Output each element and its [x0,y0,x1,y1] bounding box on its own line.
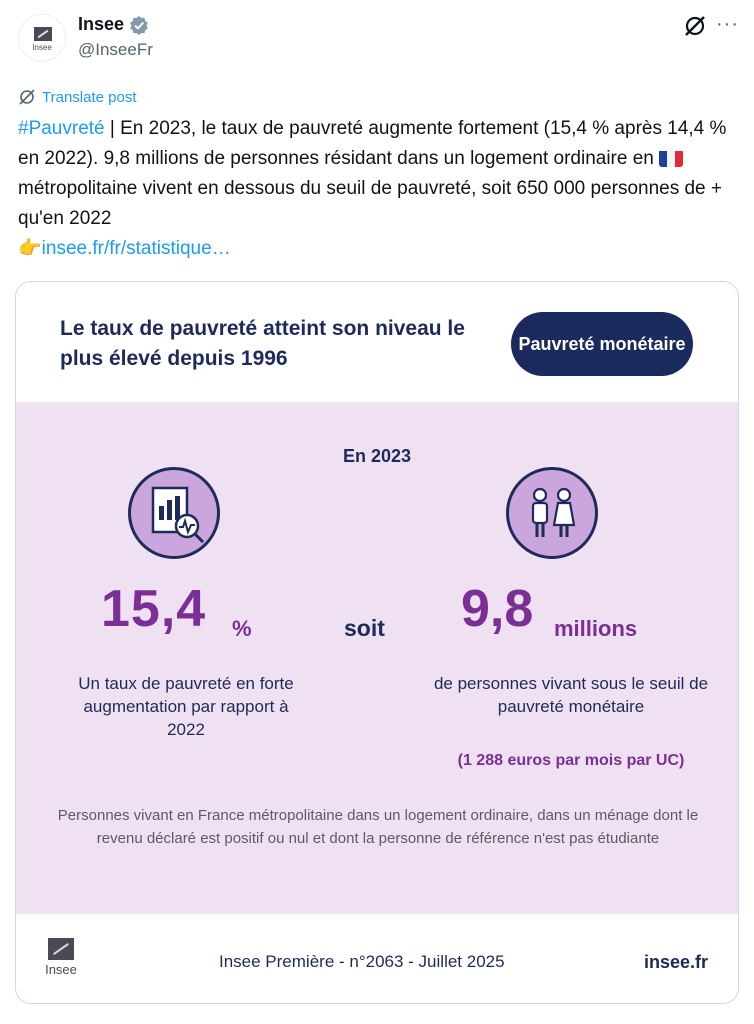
footer-logo-text: Insee [45,962,77,977]
more-icon[interactable]: ··· [716,13,739,35]
translate-post-link[interactable]: Translate post [18,86,137,108]
author-name[interactable]: Insee [78,14,125,34]
footer-site: insee.fr [644,952,709,972]
connector-label: soit [344,615,385,641]
stat-people-unit: millions [554,616,638,641]
stat-people-value: 9,8 [461,580,534,638]
avatar-logo-text: Insee [32,43,52,52]
report-chart-icon [128,467,220,559]
pointing-hand-icon: 👉 [18,238,42,259]
translate-label: Translate post [42,88,137,106]
verified-badge-icon [130,16,148,35]
poverty-threshold: (1 288 euros par mois par UC) [457,752,685,769]
topic-pill: Pauvreté monétaire [511,312,693,376]
author-avatar[interactable]: Insee [18,14,66,62]
hashtag-link[interactable]: #Pauvreté [18,118,105,139]
scope-note: Personnes vivant en France métropolitain… [57,807,699,847]
card-headline: Le taux de pauvreté atteint son niveau l… [60,317,465,370]
people-icon [506,467,598,559]
stat-poverty-rate-description: Un taux de pauvreté en forte augmentatio… [78,674,294,739]
insee-logo-icon [34,27,52,41]
tweet-text-part-1: | En 2023, le taux de pauvreté augmente … [18,118,727,169]
infographic-card[interactable]: Le taux de pauvreté atteint son niveau l… [15,281,739,1004]
footer-insee-logo: Insee [39,938,83,982]
author-handle[interactable]: @InseeFr [78,40,153,59]
translate-icon [19,89,35,105]
tweet-text: #Pauvreté | En 2023, le taux de pauvreté… [18,114,736,264]
footer-publication: Insee Première - n°2063 - Juillet 2025 [219,952,505,971]
stat-poverty-rate-value: 15,4 [101,580,207,638]
french-flag-icon [659,149,684,167]
stat-poverty-rate-unit: % [232,616,252,641]
tweet-text-part-2: métropolitaine vivent en dessous du seui… [18,178,722,229]
stat-people-description: de personnes vivant sous le seuil de pau… [433,674,709,716]
tweet-link[interactable]: insee.fr/fr/statistique… [41,238,231,259]
grok-icon[interactable] [681,12,709,40]
year-label: En 2023 [342,446,412,466]
insee-logo-icon [48,938,74,960]
